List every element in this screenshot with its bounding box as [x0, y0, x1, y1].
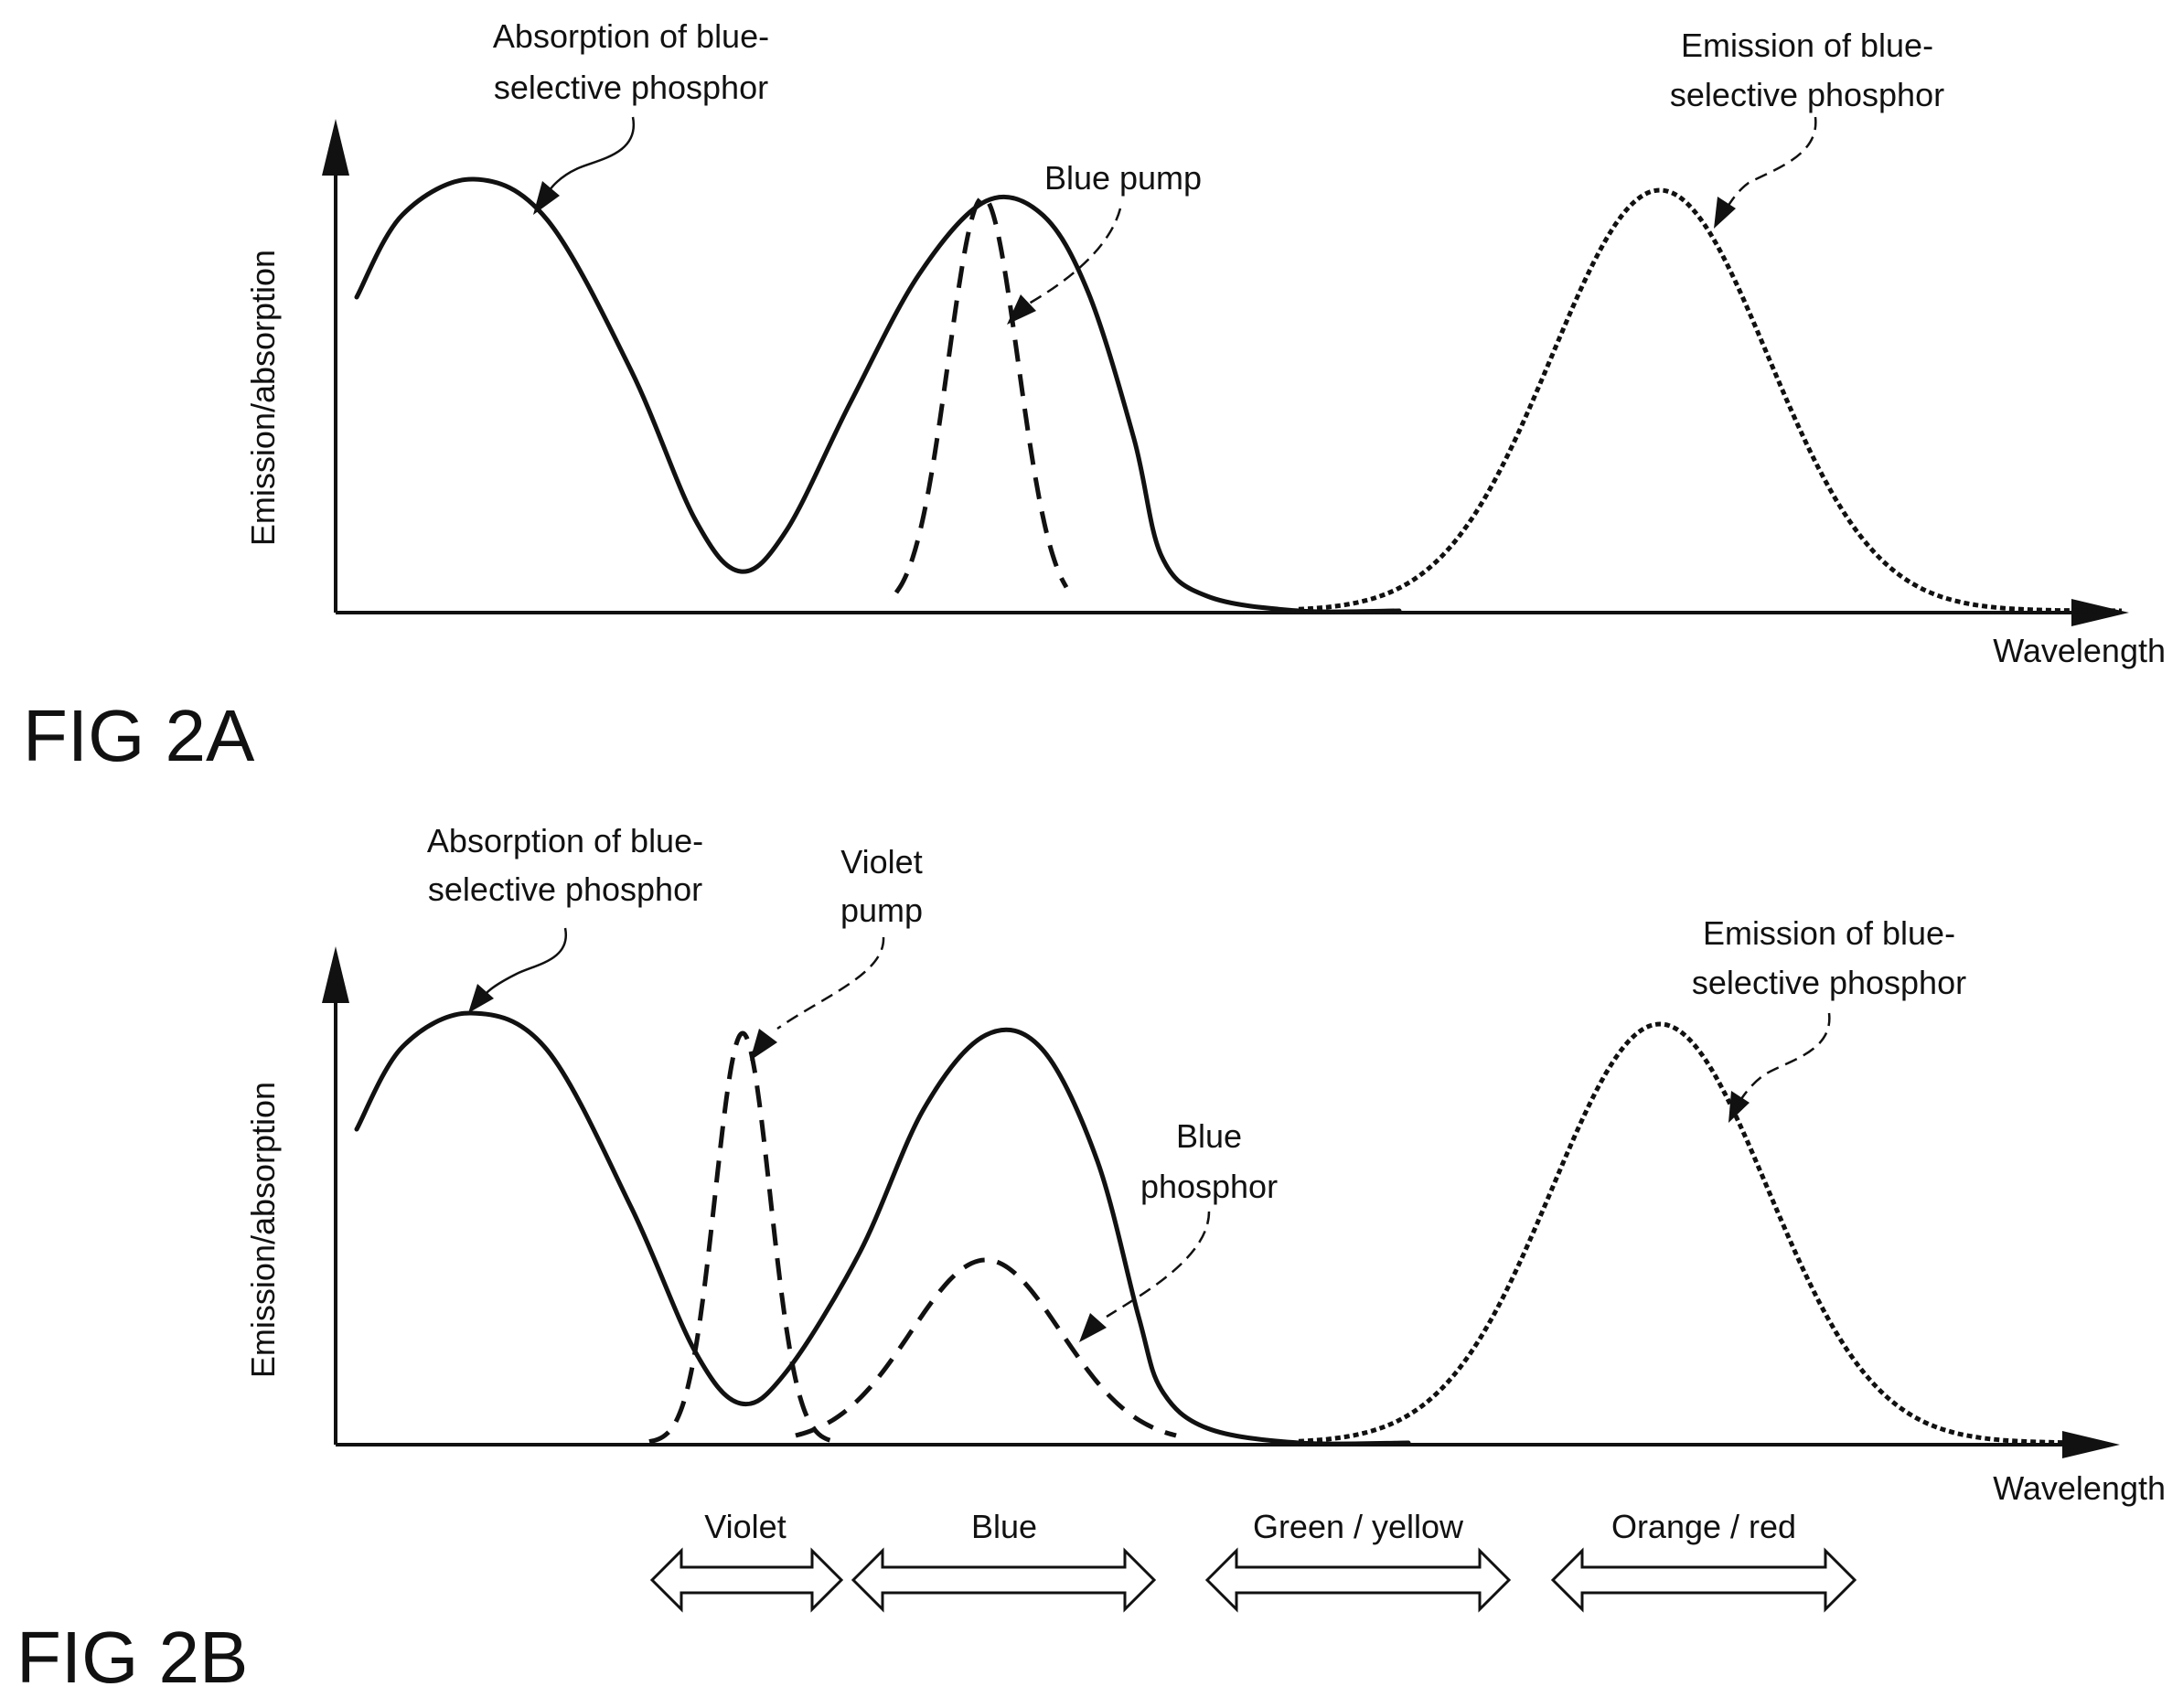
fig-2b-violet-pump-label-line1: Violet [840, 843, 922, 881]
fig-2b-absorption-curve [354, 1010, 1411, 1446]
band-violet-label: Violet [704, 1508, 786, 1545]
fig-2b-absorption-label-line1: Absorption of blue- [427, 822, 703, 859]
fig-2a-emission-label-line2: selective phosphor [1670, 76, 1944, 113]
fig-2a-blue-pump-curve [894, 195, 1069, 594]
fig-2b-emission-leader [1736, 1012, 1831, 1105]
fig-2a-y-axis-label: Emission/absorption [244, 250, 282, 546]
band-blue-label: Blue [971, 1508, 1037, 1545]
fig-2b-blue-phosphor-leader-arrowhead [1079, 1313, 1107, 1342]
fig-2b-absorption-label-line2: selective phosphor [428, 870, 702, 908]
fig-2b-violet-pump-curve [648, 1030, 842, 1445]
band-orange-red: Orange / red [1550, 1508, 1857, 1613]
fig-2b-y-axis-arrowhead [322, 946, 349, 1003]
fig-2a-absorption-label-line2: selective phosphor [494, 69, 768, 106]
fig-2a-absorption-curve [354, 176, 1402, 614]
band-orange-red-label: Orange / red [1611, 1508, 1796, 1545]
fig-2b-blue-phosphor-label-line2: phosphor [1140, 1168, 1278, 1205]
fig-2a-emission-label-line1: Emission of blue- [1681, 27, 1933, 64]
fig-2b-x-axis-arrowhead [2062, 1431, 2120, 1458]
fig-2a: Absorption of blue- selective phosphor B… [23, 17, 2166, 776]
fig-2a-y-axis-arrowhead [322, 119, 349, 176]
fig-2a-blue-pump-label: Blue pump [1044, 159, 1202, 197]
fig-2a-x-axis-arrowhead [2071, 599, 2129, 626]
fig-2b-emission-label-line1: Emission of blue- [1703, 914, 1955, 952]
fig-2a-absorption-leader [545, 116, 636, 197]
fig-2b-violet-pump-leader-arrowhead [750, 1029, 777, 1061]
band-green-yellow-arrow [1204, 1547, 1512, 1613]
fig-2b: Absorption of blue- selective phosphor V… [16, 822, 2166, 1698]
fig-2a-absorption-leader-arrowhead [533, 181, 560, 215]
fig-2a-emission-curve [1298, 187, 2123, 614]
fig-2a-title: FIG 2A [23, 695, 255, 776]
fig-2b-title: FIG 2B [16, 1617, 248, 1698]
fig-2b-emission-leader-arrowhead [1728, 1091, 1750, 1123]
band-blue-arrow [851, 1547, 1157, 1613]
fig-2b-y-axis-label: Emission/absorption [244, 1082, 282, 1378]
band-orange-red-arrow [1550, 1547, 1857, 1613]
band-violet: Violet [649, 1508, 844, 1613]
fig-2b-blue-phosphor-curve [795, 1257, 1177, 1438]
fig-2b-violet-pump-label-line2: pump [840, 891, 923, 929]
fig-2a-x-axis-label: Wavelength [1993, 632, 2166, 669]
fig-2a-blue-pump-leader [1028, 208, 1122, 305]
fig-2b-blue-phosphor-leader [1106, 1211, 1211, 1318]
fig-2a-blue-pump-leader-arrowhead [1007, 294, 1036, 325]
fig-2b-emission-label-line2: selective phosphor [1692, 964, 1966, 1001]
fig-2b-x-axis-label: Wavelength [1993, 1469, 2166, 1507]
fig-2b-emission-curve [1298, 1021, 2068, 1446]
fig-2b-blue-phosphor-label-line1: Blue [1176, 1117, 1242, 1155]
band-green-yellow: Green / yellow [1204, 1508, 1512, 1613]
band-violet-arrow [649, 1547, 844, 1613]
fig-2a-emission-leader [1722, 116, 1817, 213]
band-green-yellow-label: Green / yellow [1253, 1508, 1464, 1545]
fig-2b-absorption-leader [481, 927, 568, 999]
fig-2b-violet-pump-leader [776, 936, 885, 1030]
fig-2b-absorption-leader-arrowhead [468, 984, 494, 1013]
fig-2a-absorption-label-line1: Absorption of blue- [493, 17, 769, 55]
fig-2a-emission-leader-arrowhead [1714, 197, 1736, 229]
band-blue: Blue [851, 1508, 1157, 1613]
